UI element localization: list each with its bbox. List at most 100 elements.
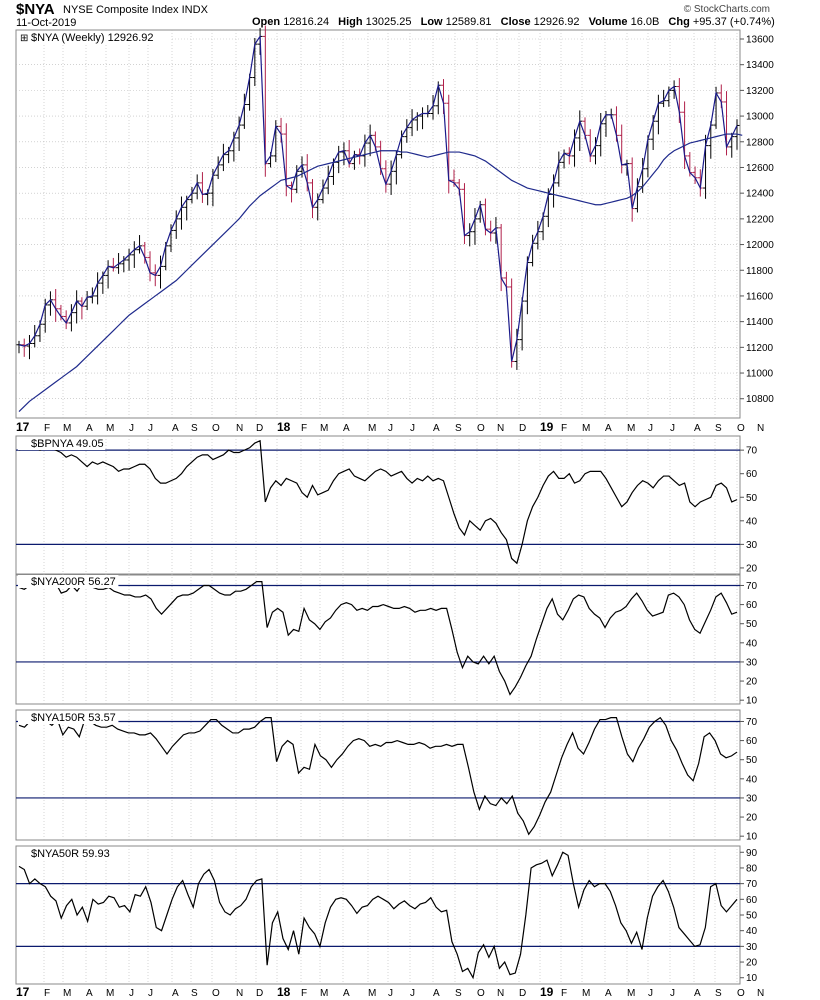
y-tick-label: 10 (746, 696, 758, 707)
panel-frame (15, 709, 741, 841)
y-tick-label: 60 (746, 895, 758, 906)
x-axis-label: S (715, 988, 722, 999)
y-tick-label: 12400 (746, 189, 774, 200)
x-axis-label: J (670, 988, 675, 999)
y-tick-label: 10 (746, 832, 758, 843)
high-value: 13025.25 (365, 16, 412, 28)
x-axis-label: O (477, 423, 485, 434)
indicator-line (18, 714, 738, 836)
y-tick-label: 50 (746, 755, 758, 766)
moving-average-line (18, 133, 743, 413)
high-label: High (338, 16, 363, 28)
x-axis-label: F (44, 423, 50, 434)
legend-bar-icon: ⊞ (20, 33, 28, 44)
x-axis-label: D (256, 423, 263, 434)
x-axis-label: M (582, 988, 590, 999)
panel-title-background (18, 847, 112, 860)
y-tick-label: 40 (746, 516, 758, 527)
x-axis-label: F (301, 423, 307, 434)
x-axis-label: M (627, 423, 635, 434)
y-tick-label: 12200 (746, 214, 774, 225)
x-axis-label: A (86, 988, 93, 999)
y-tick-label: 70 (746, 446, 758, 457)
x-axis-label: A (433, 423, 440, 434)
panel-frame (15, 29, 741, 419)
x-axis-label: S (191, 423, 198, 434)
y-tick-label: 20 (746, 813, 758, 824)
index-name: NYSE Composite Index INDX (63, 4, 208, 16)
y-tick-label: 10 (746, 973, 758, 984)
x-axis-label: A (605, 423, 612, 434)
chart-date: 11-Oct-2019 (16, 17, 77, 29)
volume-label: Volume (588, 16, 628, 28)
x-axis-label: J (410, 988, 415, 999)
x-axis-label: M (320, 423, 328, 434)
x-axis-label: M (106, 423, 114, 434)
x-axis-label: N (757, 988, 764, 999)
x-axis-label: 17 (16, 420, 30, 434)
x-axis-label: M (320, 988, 328, 999)
x-axis-label: M (627, 988, 635, 999)
y-tick-label: 10800 (746, 394, 774, 405)
x-axis-label: M (368, 988, 376, 999)
x-axis-label: M (63, 423, 71, 434)
x-axis-label: J (648, 423, 653, 434)
x-axis-label: A (86, 423, 93, 434)
y-tick-label: 11200 (746, 343, 774, 354)
y-tick-label: 13200 (746, 86, 774, 97)
x-axis-label: O (737, 423, 745, 434)
y-tick-label: 12600 (746, 163, 774, 174)
volume-value: 16.0B (630, 16, 660, 28)
y-tick-label: 20 (746, 677, 758, 688)
y-tick-label: 13000 (746, 112, 774, 123)
y-tick-label: 70 (746, 879, 758, 890)
x-axis-label: F (561, 423, 567, 434)
x-axis-label: O (212, 988, 220, 999)
y-tick-label: 12800 (746, 137, 774, 148)
ohlc-readout: Open 12816.24 High 13025.25 Low 12589.81… (252, 16, 775, 28)
y-tick-label: 20 (746, 563, 758, 574)
indicator-line (18, 580, 738, 696)
y-tick-label: 80 (746, 863, 758, 874)
low-label: Low (420, 16, 443, 28)
panel-frame (15, 573, 741, 705)
x-axis-label: D (519, 423, 526, 434)
x-axis-label: J (410, 423, 415, 434)
y-tick-label: 50 (746, 619, 758, 630)
y-tick-label: 30 (746, 793, 758, 804)
y-tick-label: 11800 (746, 266, 774, 277)
open-value: 12816.24 (283, 16, 330, 28)
x-axis-label: S (191, 988, 198, 999)
x-axis-label: S (455, 423, 462, 434)
x-axis-label: A (343, 988, 350, 999)
x-axis-label: J (670, 423, 675, 434)
panel-title-background (18, 437, 106, 450)
x-axis-label: A (694, 988, 701, 999)
x-axis-label: J (129, 423, 134, 434)
y-tick-label: 50 (746, 911, 758, 922)
x-axis-label: J (148, 988, 153, 999)
x-axis-label: J (388, 988, 393, 999)
panel-title: $BPNYA 49.05 (31, 438, 104, 450)
x-axis-label: J (648, 988, 653, 999)
x-axis-label: M (63, 988, 71, 999)
x-axis-label: J (388, 423, 393, 434)
x-axis-label: O (737, 988, 745, 999)
x-axis-label: F (44, 988, 50, 999)
y-tick-label: 40 (746, 926, 758, 937)
price-close-line (18, 34, 738, 362)
x-axis-label: N (236, 988, 243, 999)
index-name-text: NYSE Composite Index (63, 4, 179, 16)
panel-title: $NYA50R 59.93 (31, 848, 110, 860)
y-tick-label: 70 (746, 717, 758, 728)
close-value: 12926.92 (533, 16, 580, 28)
x-axis-label: O (477, 988, 485, 999)
panel-title: $NYA200R 56.27 (31, 576, 116, 588)
y-tick-label: 11600 (746, 291, 774, 302)
y-tick-label: 12000 (746, 240, 774, 251)
x-axis-label: A (172, 423, 179, 434)
y-tick-label: 11400 (746, 317, 774, 328)
x-axis-label: A (343, 423, 350, 434)
y-tick-label: 90 (746, 848, 758, 859)
